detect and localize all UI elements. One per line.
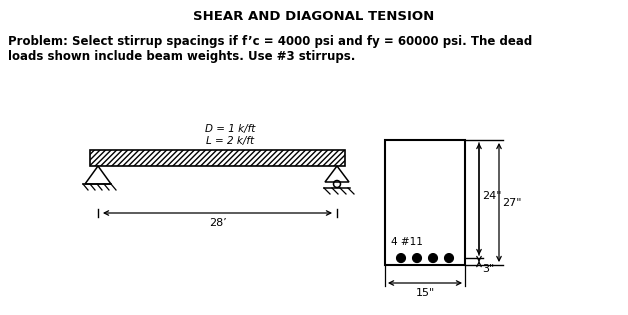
Circle shape <box>445 254 453 263</box>
Circle shape <box>396 254 406 263</box>
Bar <box>90 150 345 166</box>
Bar <box>385 140 465 265</box>
Text: 3": 3" <box>482 264 494 274</box>
Text: 24": 24" <box>482 191 502 201</box>
Text: loads shown include beam weights. Use #3 stirrups.: loads shown include beam weights. Use #3… <box>8 50 355 63</box>
Circle shape <box>413 254 421 263</box>
Circle shape <box>428 254 438 263</box>
Text: 27": 27" <box>502 198 521 208</box>
Text: 28’: 28’ <box>208 218 226 228</box>
Text: L = 2 k/ft: L = 2 k/ft <box>206 136 254 146</box>
Text: SHEAR AND DIAGONAL TENSION: SHEAR AND DIAGONAL TENSION <box>193 10 435 23</box>
Text: 15": 15" <box>415 288 435 298</box>
Text: 4 #11: 4 #11 <box>391 237 423 247</box>
Text: Problem: Select stirrup spacings if f’c = 4000 psi and fy = 60000 psi. The dead: Problem: Select stirrup spacings if f’c … <box>8 35 533 48</box>
Text: D = 1 k/ft: D = 1 k/ft <box>205 124 256 134</box>
